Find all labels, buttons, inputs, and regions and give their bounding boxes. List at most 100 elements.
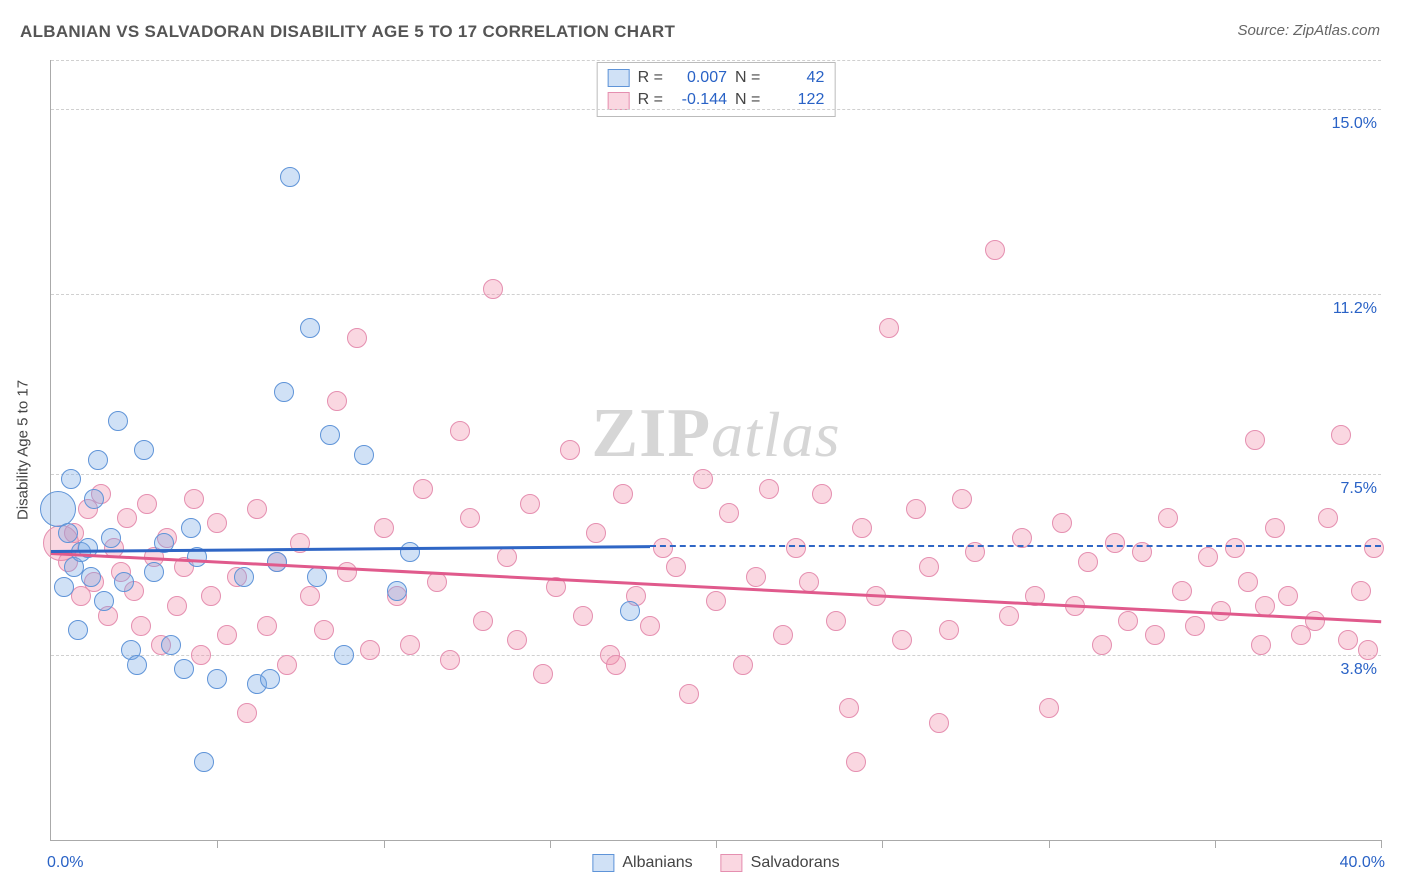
- point-albanian: [61, 469, 81, 489]
- stat-n-albanian: 42: [768, 67, 824, 89]
- point-albanian: [127, 655, 147, 675]
- point-salvadoran: [929, 713, 949, 733]
- point-albanian: [234, 567, 254, 587]
- x-tick: [217, 840, 218, 848]
- point-salvadoran: [985, 240, 1005, 260]
- x-tick: [1381, 840, 1382, 848]
- point-salvadoran: [1351, 581, 1371, 601]
- point-salvadoran: [257, 616, 277, 636]
- gridline: [51, 294, 1381, 295]
- point-albanian: [108, 411, 128, 431]
- watermark-atlas: atlas: [711, 399, 840, 470]
- point-albanian: [320, 425, 340, 445]
- point-salvadoran: [300, 586, 320, 606]
- point-albanian: [300, 318, 320, 338]
- point-salvadoran: [347, 328, 367, 348]
- chart-title: ALBANIAN VS SALVADORAN DISABILITY AGE 5 …: [20, 22, 675, 42]
- regression-line: [650, 545, 1382, 547]
- stats-row-albanian: R = 0.007 N = 42: [608, 67, 825, 89]
- watermark-zip: ZIP: [591, 395, 711, 472]
- point-salvadoran: [786, 538, 806, 558]
- swatch-salvadoran: [608, 92, 630, 110]
- point-salvadoran: [759, 479, 779, 499]
- point-albanian: [274, 382, 294, 402]
- point-salvadoran: [1185, 616, 1205, 636]
- point-salvadoran: [1105, 533, 1125, 553]
- point-salvadoran: [560, 440, 580, 460]
- point-salvadoran: [879, 318, 899, 338]
- point-salvadoran: [640, 616, 660, 636]
- x-axis-min-label: 0.0%: [47, 854, 83, 872]
- point-salvadoran: [706, 591, 726, 611]
- swatch-albanian: [608, 69, 630, 87]
- point-albanian: [94, 591, 114, 611]
- point-salvadoran: [360, 640, 380, 660]
- point-salvadoran: [117, 508, 137, 528]
- gridline: [51, 474, 1381, 475]
- stat-n-label: N =: [735, 67, 760, 89]
- point-salvadoran: [1225, 538, 1245, 558]
- point-albanian: [84, 489, 104, 509]
- x-tick: [384, 840, 385, 848]
- point-salvadoran: [679, 684, 699, 704]
- point-salvadoran: [613, 484, 633, 504]
- swatch-salvadoran-icon: [721, 854, 743, 872]
- point-salvadoran: [131, 616, 151, 636]
- point-salvadoran: [773, 625, 793, 645]
- point-salvadoran: [826, 611, 846, 631]
- y-axis-title: Disability Age 5 to 17: [15, 380, 32, 520]
- point-salvadoran: [586, 523, 606, 543]
- point-salvadoran: [666, 557, 686, 577]
- point-albanian: [280, 167, 300, 187]
- point-albanian: [174, 659, 194, 679]
- point-salvadoran: [374, 518, 394, 538]
- x-tick: [1049, 840, 1050, 848]
- point-salvadoran: [167, 596, 187, 616]
- point-salvadoran: [460, 508, 480, 528]
- point-albanian: [400, 542, 420, 562]
- point-salvadoran: [247, 499, 267, 519]
- point-salvadoran: [1305, 611, 1325, 631]
- legend-item-albanian: Albanians: [592, 854, 692, 872]
- point-salvadoran: [1172, 581, 1192, 601]
- watermark: ZIPatlas: [591, 394, 840, 474]
- point-salvadoran: [217, 625, 237, 645]
- point-albanian: [620, 601, 640, 621]
- point-albanian: [54, 577, 74, 597]
- point-salvadoran: [746, 567, 766, 587]
- point-albanian: [354, 445, 374, 465]
- point-salvadoran: [719, 503, 739, 523]
- point-albanian: [58, 523, 78, 543]
- x-tick: [550, 840, 551, 848]
- bottom-legend: Albanians Salvadorans: [592, 854, 839, 872]
- point-salvadoran: [184, 489, 204, 509]
- x-axis-max-label: 40.0%: [1340, 854, 1385, 872]
- point-albanian: [144, 562, 164, 582]
- swatch-albanian-icon: [592, 854, 614, 872]
- point-salvadoran: [277, 655, 297, 675]
- x-tick: [882, 840, 883, 848]
- point-albanian: [207, 669, 227, 689]
- point-salvadoran: [1158, 508, 1178, 528]
- point-salvadoran: [520, 494, 540, 514]
- legend-label-salvadoran: Salvadorans: [751, 854, 840, 872]
- legend-label-albanian: Albanians: [622, 854, 692, 872]
- point-salvadoran: [314, 620, 334, 640]
- chart-source: Source: ZipAtlas.com: [1237, 22, 1380, 39]
- point-salvadoran: [852, 518, 872, 538]
- point-albanian: [40, 491, 76, 527]
- point-salvadoran: [1331, 425, 1351, 445]
- x-tick: [716, 840, 717, 848]
- point-salvadoran: [1251, 635, 1271, 655]
- point-albanian: [307, 567, 327, 587]
- point-albanian: [194, 752, 214, 772]
- point-salvadoran: [799, 572, 819, 592]
- y-tick-label: 7.5%: [1317, 480, 1377, 498]
- point-salvadoran: [1118, 611, 1138, 631]
- point-salvadoran: [839, 698, 859, 718]
- point-salvadoran: [939, 620, 959, 640]
- point-salvadoran: [1145, 625, 1165, 645]
- point-albanian: [387, 581, 407, 601]
- point-salvadoran: [201, 586, 221, 606]
- point-salvadoran: [1078, 552, 1098, 572]
